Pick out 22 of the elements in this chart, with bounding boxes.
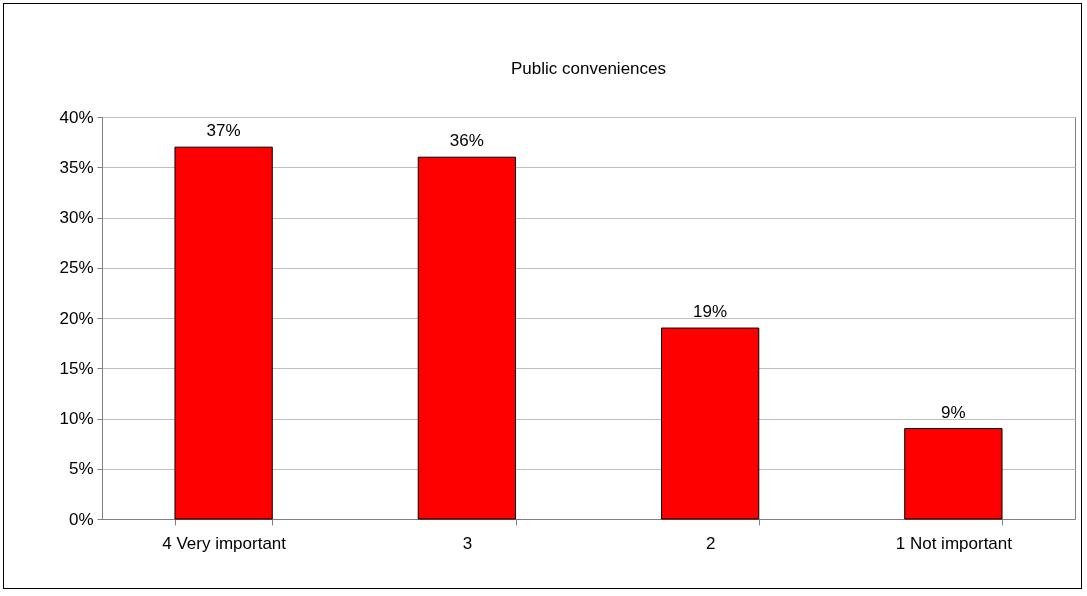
data-label: 36% [449, 131, 484, 151]
bar [660, 327, 760, 520]
bar [417, 156, 517, 520]
data-label: 9% [941, 402, 966, 422]
y-tick-label: 30% [59, 208, 94, 227]
data-label: 37% [206, 121, 241, 141]
y-tick-label: 15% [59, 358, 94, 378]
y-tick-label: 35% [59, 157, 94, 177]
y-tick-label: 25% [59, 258, 94, 278]
bar [904, 428, 1003, 520]
y-tick-label: 5% [68, 459, 94, 479]
bar [174, 146, 273, 520]
y-tick-label: 0% [68, 509, 94, 529]
x-tick-label: 2 [705, 533, 716, 553]
x-tick-label: 1 Not important [895, 533, 1013, 553]
y-tick-label: 10% [59, 409, 94, 428]
y-tick-label: 20% [59, 308, 94, 328]
x-tick-label: 3 [462, 533, 473, 553]
y-tick-label: 40% [59, 107, 94, 127]
chart-title: Public conveniences [511, 59, 666, 78]
x-tick-label: 4 Very important [162, 533, 287, 553]
data-label: 19% [693, 302, 728, 322]
